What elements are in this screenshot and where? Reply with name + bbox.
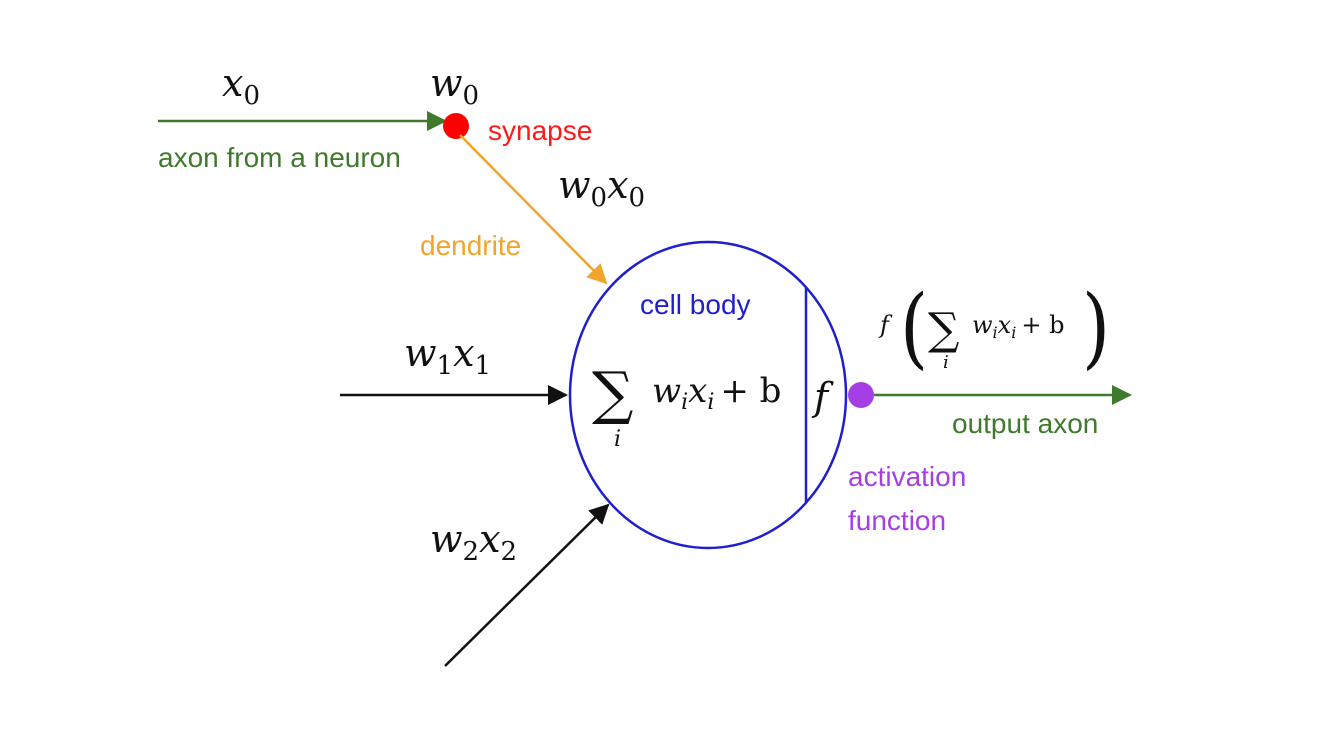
sum-expression: wixi + b — [652, 371, 781, 415]
input-w2x2-arrow — [444, 503, 610, 667]
dendrite-label: dendrite — [420, 230, 521, 261]
synapse-label: synapse — [488, 115, 592, 146]
sum-index: i — [614, 427, 621, 452]
activation-function-label: activation function — [848, 461, 974, 536]
w0-label: w0 — [430, 61, 479, 111]
cell-body-circle — [568, 240, 848, 550]
output-close-paren: ) — [1082, 276, 1110, 379]
output-sum-symbol: ∑ — [928, 304, 959, 355]
dendrite-arrow — [459, 134, 608, 285]
output-expression: wixi + b — [972, 311, 1064, 342]
cell-body-label: cell body — [640, 289, 751, 320]
output-f: f — [878, 311, 893, 339]
axon-from-neuron-label: axon from a neuron — [158, 142, 401, 173]
w1x1-label: w1x1 — [404, 331, 491, 381]
x0-label: x0 — [222, 61, 260, 111]
synapse-dot — [443, 113, 469, 139]
w2x2-label: w2x2 — [430, 517, 517, 567]
output-axon-label: output axon — [952, 408, 1098, 439]
sum-symbol: ∑ — [592, 359, 633, 427]
w0x0-label: w0x0 — [558, 163, 645, 213]
output-sum-index: i — [943, 352, 949, 373]
activation-f-symbol: f — [811, 375, 834, 419]
activation-dot — [848, 382, 874, 408]
output-open-paren: ( — [900, 276, 928, 379]
